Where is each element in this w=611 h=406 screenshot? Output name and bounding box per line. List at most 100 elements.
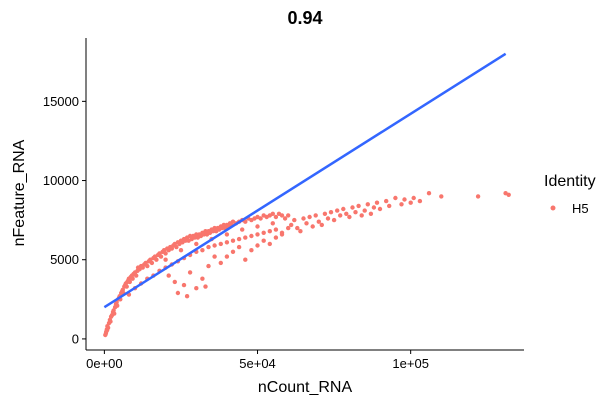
- data-point: [365, 202, 370, 207]
- data-point: [319, 222, 324, 228]
- data-point: [328, 210, 334, 215]
- data-point: [325, 216, 331, 221]
- data-point: [292, 217, 297, 223]
- data-point: [212, 243, 217, 248]
- data-point: [347, 214, 352, 220]
- y-tick-label: 5000: [50, 252, 79, 267]
- data-point: [387, 203, 392, 209]
- data-point: [475, 194, 481, 199]
- data-point: [203, 284, 208, 289]
- data-point: [408, 200, 413, 205]
- data-point: [218, 260, 223, 266]
- data-point: [243, 235, 248, 240]
- x-axis-ticks: 0e+00 5e+04 1e+05: [86, 350, 429, 371]
- data-point: [399, 202, 404, 207]
- legend: Identity H5: [544, 173, 596, 216]
- data-point: [307, 214, 312, 220]
- data-point: [270, 221, 275, 226]
- data-point: [331, 217, 337, 223]
- data-point: [377, 206, 383, 212]
- data-point: [230, 249, 236, 254]
- data-point: [341, 206, 346, 212]
- data-point: [172, 279, 177, 285]
- data-point: [174, 244, 179, 250]
- data-point: [506, 192, 511, 197]
- chart-title: 0.94: [287, 8, 322, 28]
- legend-title: Identity: [544, 173, 596, 190]
- data-point: [115, 303, 120, 308]
- data-point: [273, 235, 279, 240]
- data-point: [270, 211, 275, 216]
- data-point: [301, 216, 306, 221]
- x-tick-label: 1e+05: [392, 356, 429, 371]
- data-point: [304, 221, 309, 226]
- y-tick-label: 15000: [43, 94, 79, 109]
- data-point: [154, 257, 159, 262]
- data-point: [282, 216, 288, 221]
- data-point: [149, 260, 155, 266]
- data-point: [310, 224, 315, 229]
- data-point: [338, 213, 343, 218]
- data-point: [279, 232, 285, 237]
- data-point: [194, 286, 199, 291]
- data-point: [249, 233, 254, 239]
- data-point: [295, 225, 300, 231]
- data-point: [181, 282, 187, 288]
- data-point: [163, 251, 168, 256]
- data-point: [374, 200, 380, 205]
- data-point: [286, 213, 291, 218]
- data-point: [344, 211, 349, 216]
- data-point: [267, 241, 272, 247]
- data-point: [212, 254, 217, 259]
- data-point: [289, 222, 294, 228]
- data-point: [411, 195, 416, 201]
- plot-area: [103, 52, 511, 338]
- data-point: [439, 194, 444, 199]
- data-point: [356, 203, 361, 209]
- data-point: [175, 290, 181, 296]
- data-point: [402, 197, 407, 202]
- data-point: [353, 210, 358, 215]
- data-point: [362, 208, 367, 213]
- data-point: [261, 238, 266, 243]
- x-axis-title: nCount_RNA: [258, 379, 353, 396]
- data-point: [258, 216, 263, 221]
- data-point: [134, 273, 139, 278]
- data-point: [130, 276, 135, 281]
- data-point: [200, 248, 205, 253]
- data-point: [108, 319, 113, 324]
- data-point: [261, 230, 266, 235]
- data-point: [286, 225, 291, 231]
- data-point: [224, 232, 230, 237]
- data-point: [298, 229, 303, 234]
- data-point: [166, 273, 171, 278]
- data-point: [243, 257, 248, 262]
- data-point: [230, 238, 236, 243]
- data-point: [255, 232, 260, 237]
- data-point: [240, 227, 245, 232]
- data-point: [350, 205, 355, 210]
- data-point: [112, 311, 117, 316]
- data-point: [279, 213, 285, 218]
- data-point: [335, 208, 340, 213]
- data-point: [393, 195, 398, 201]
- data-point: [224, 254, 230, 259]
- data-point: [158, 254, 164, 259]
- data-point: [384, 198, 389, 204]
- data-point: [267, 229, 272, 234]
- data-point: [426, 191, 432, 196]
- y-axis-title: nFeature_RNA: [11, 139, 28, 246]
- data-point: [417, 198, 423, 204]
- x-tick-label: 5e+04: [239, 356, 276, 371]
- data-point: [194, 241, 199, 247]
- data-point: [224, 240, 230, 245]
- data-point: [368, 211, 374, 216]
- data-point: [200, 276, 205, 281]
- data-point: [218, 241, 223, 247]
- data-point: [124, 284, 129, 289]
- data-point: [273, 227, 279, 232]
- trend-line: [103, 52, 507, 309]
- legend-swatch-h5: [550, 205, 556, 211]
- data-point: [243, 219, 248, 224]
